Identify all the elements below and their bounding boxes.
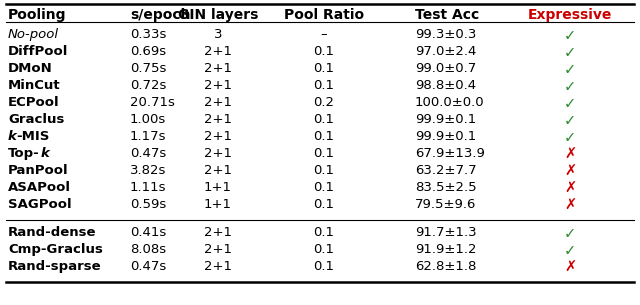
Text: 2+1: 2+1 <box>204 260 232 273</box>
Text: ✓: ✓ <box>564 243 576 258</box>
Text: 99.3±0.3: 99.3±0.3 <box>415 28 476 41</box>
Text: 0.1: 0.1 <box>314 164 335 177</box>
Text: Expressive: Expressive <box>528 8 612 22</box>
Text: ✓: ✓ <box>564 79 576 94</box>
Text: 0.41s: 0.41s <box>130 226 166 239</box>
Text: 0.1: 0.1 <box>314 45 335 58</box>
Text: 2+1: 2+1 <box>204 164 232 177</box>
Text: 1+1: 1+1 <box>204 198 232 211</box>
Text: ✗: ✗ <box>564 164 576 179</box>
Text: 0.1: 0.1 <box>314 226 335 239</box>
Text: 0.1: 0.1 <box>314 62 335 75</box>
Text: ✓: ✓ <box>564 45 576 60</box>
Text: 0.33s: 0.33s <box>130 28 166 41</box>
Text: ✓: ✓ <box>564 226 576 241</box>
Text: -MIS: -MIS <box>16 130 49 143</box>
Text: 91.7±1.3: 91.7±1.3 <box>415 226 477 239</box>
Text: k: k <box>8 130 17 143</box>
Text: 2+1: 2+1 <box>204 243 232 256</box>
Text: Rand-sparse: Rand-sparse <box>8 260 102 273</box>
Text: 1.00s: 1.00s <box>130 113 166 126</box>
Text: 2+1: 2+1 <box>204 62 232 75</box>
Text: Pool Ratio: Pool Ratio <box>284 8 364 22</box>
Text: 83.5±2.5: 83.5±2.5 <box>415 181 477 194</box>
Text: Rand-dense: Rand-dense <box>8 226 97 239</box>
Text: k: k <box>41 147 50 160</box>
Text: 0.1: 0.1 <box>314 198 335 211</box>
Text: 1+1: 1+1 <box>204 181 232 194</box>
Text: 2+1: 2+1 <box>204 79 232 92</box>
Text: 99.9±0.1: 99.9±0.1 <box>415 113 476 126</box>
Text: 0.69s: 0.69s <box>130 45 166 58</box>
Text: ✗: ✗ <box>564 181 576 196</box>
Text: Pooling: Pooling <box>8 8 67 22</box>
Text: 0.1: 0.1 <box>314 147 335 160</box>
Text: 1.17s: 1.17s <box>130 130 166 143</box>
Text: 97.0±2.4: 97.0±2.4 <box>415 45 476 58</box>
Text: SAGPool: SAGPool <box>8 198 72 211</box>
Text: 0.47s: 0.47s <box>130 147 166 160</box>
Text: 0.1: 0.1 <box>314 113 335 126</box>
Text: ✓: ✓ <box>564 96 576 111</box>
Text: 98.8±0.4: 98.8±0.4 <box>415 79 476 92</box>
Text: 79.5±9.6: 79.5±9.6 <box>415 198 476 211</box>
Text: 0.59s: 0.59s <box>130 198 166 211</box>
Text: 2+1: 2+1 <box>204 147 232 160</box>
Text: ASAPool: ASAPool <box>8 181 71 194</box>
Text: 2+1: 2+1 <box>204 226 232 239</box>
Text: 2+1: 2+1 <box>204 113 232 126</box>
Text: 99.9±0.1: 99.9±0.1 <box>415 130 476 143</box>
Text: 99.0±0.7: 99.0±0.7 <box>415 62 476 75</box>
Text: 2+1: 2+1 <box>204 45 232 58</box>
Text: ✓: ✓ <box>564 62 576 77</box>
Text: 0.1: 0.1 <box>314 243 335 256</box>
Text: 62.8±1.8: 62.8±1.8 <box>415 260 476 273</box>
Text: ✓: ✓ <box>564 113 576 128</box>
Text: 1.11s: 1.11s <box>130 181 166 194</box>
Text: Top-: Top- <box>8 147 40 160</box>
Text: DMoN: DMoN <box>8 62 52 75</box>
Text: DiffPool: DiffPool <box>8 45 68 58</box>
Text: 20.71s: 20.71s <box>130 96 175 109</box>
Text: 0.1: 0.1 <box>314 79 335 92</box>
Text: 0.47s: 0.47s <box>130 260 166 273</box>
Text: 8.08s: 8.08s <box>130 243 166 256</box>
Text: 0.1: 0.1 <box>314 130 335 143</box>
Text: Cmp-Graclus: Cmp-Graclus <box>8 243 103 256</box>
Text: –: – <box>321 28 327 41</box>
Text: Test Acc: Test Acc <box>415 8 479 22</box>
Text: 0.72s: 0.72s <box>130 79 166 92</box>
Text: 100.0±0.0: 100.0±0.0 <box>415 96 484 109</box>
Text: ECPool: ECPool <box>8 96 60 109</box>
Text: 2+1: 2+1 <box>204 130 232 143</box>
Text: ✗: ✗ <box>564 147 576 162</box>
Text: 91.9±1.2: 91.9±1.2 <box>415 243 477 256</box>
Text: ✗: ✗ <box>564 260 576 275</box>
Text: 2+1: 2+1 <box>204 96 232 109</box>
Text: 0.1: 0.1 <box>314 260 335 273</box>
Text: No-pool: No-pool <box>8 28 59 41</box>
Text: 0.2: 0.2 <box>314 96 335 109</box>
Text: 3.82s: 3.82s <box>130 164 166 177</box>
Text: 0.1: 0.1 <box>314 181 335 194</box>
Text: ✓: ✓ <box>564 130 576 145</box>
Text: ✓: ✓ <box>564 28 576 43</box>
Text: ✗: ✗ <box>564 198 576 213</box>
Text: 0.75s: 0.75s <box>130 62 166 75</box>
Text: MinCut: MinCut <box>8 79 61 92</box>
Text: GIN layers: GIN layers <box>178 8 258 22</box>
Text: s/epoch: s/epoch <box>130 8 191 22</box>
Text: PanPool: PanPool <box>8 164 68 177</box>
Text: 67.9±13.9: 67.9±13.9 <box>415 147 485 160</box>
Text: 63.2±7.7: 63.2±7.7 <box>415 164 477 177</box>
Text: Graclus: Graclus <box>8 113 65 126</box>
Text: 3: 3 <box>214 28 222 41</box>
